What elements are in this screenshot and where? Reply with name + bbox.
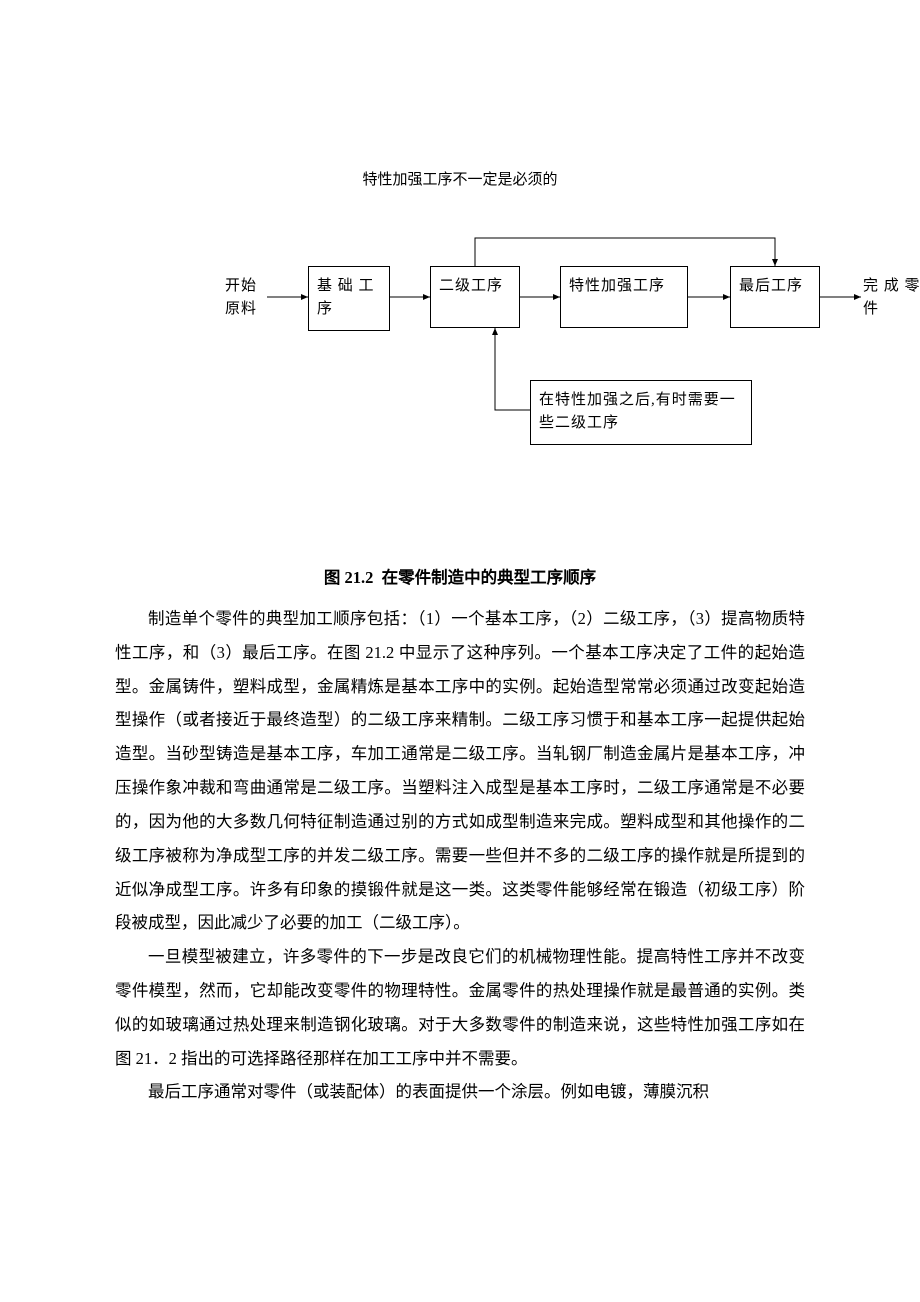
flowchart-node-note: 在特性加强之后,有时需要一些二级工序 [530,380,752,445]
flowchart-node-second: 二级工序 [430,266,520,328]
paragraph: 最后工序通常对零件（或装配体）的表面提供一个涂层。例如电镀，薄膜沉积 [115,1075,805,1109]
flowchart-node-start: 开始原料 [225,275,265,322]
flowchart-node-enhance: 特性加强工序 [560,266,688,328]
flowchart-node-final: 最后工序 [730,266,820,328]
flowchart-edge [475,238,775,266]
body-text: 制造单个零件的典型加工顺序包括：（1）一个基本工序，（2）二级工序，（3）提高物… [115,602,805,1109]
flowchart-node-basic: 基 础 工序 [308,266,390,331]
paragraph: 制造单个零件的典型加工顺序包括：（1）一个基本工序，（2）二级工序，（3）提高物… [115,602,805,940]
diagram-annotation: 特性加强工序不一定是必须的 [362,168,557,189]
flowchart-edge [495,328,530,410]
figure-caption: 图 21.2 在零件制造中的典型工序顺序 [324,564,596,588]
flowchart: 开始原料 基 础 工序二级工序特性加强工序最后工序完 成 零件在特性加强之后,有时… [215,230,920,490]
flowchart-node-finish: 完 成 零件 [863,275,920,322]
figure-number: 图 21.2 [324,568,374,587]
figure-title-text: 在零件制造中的典型工序顺序 [382,568,597,587]
paragraph: 一旦模型被建立，许多零件的下一步是改良它们的机械物理性能。提高特性工序并不改变零… [115,940,805,1075]
